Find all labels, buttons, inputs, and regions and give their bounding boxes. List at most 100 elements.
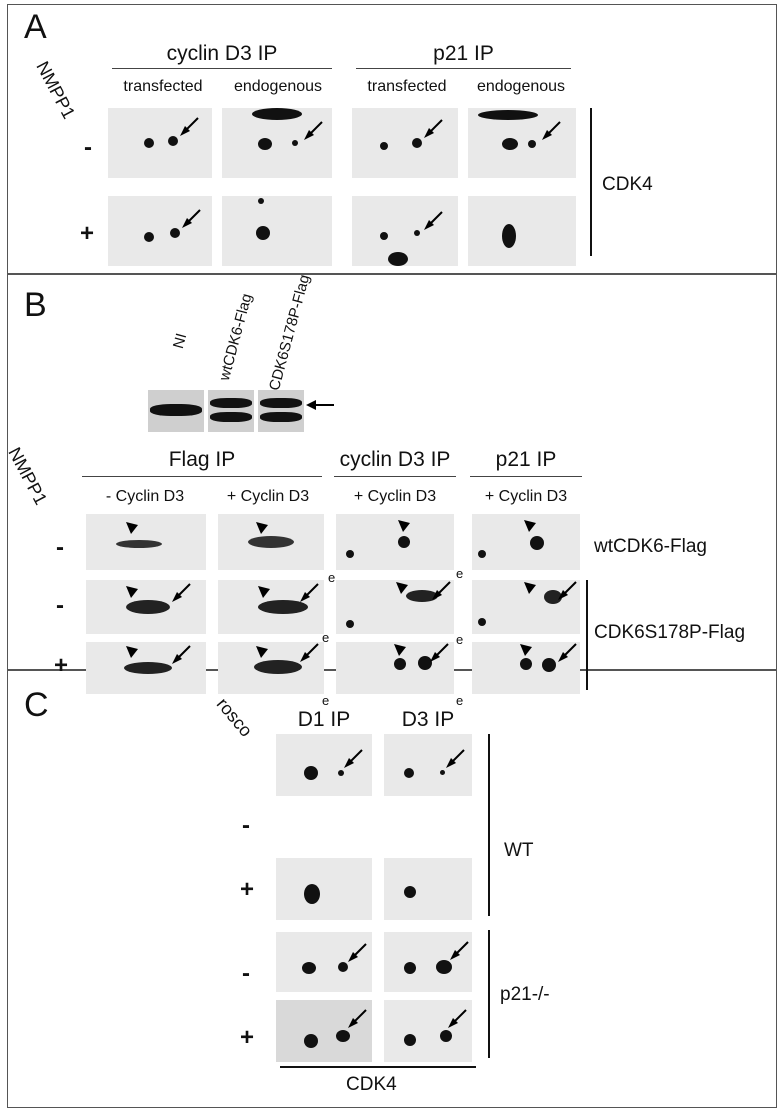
panel-c-group-d1: D1 IP <box>297 708 351 731</box>
arrowhead-icon <box>126 646 138 658</box>
arrow-icon <box>542 121 561 140</box>
arrow-icon <box>172 645 191 664</box>
blot-image <box>384 858 472 920</box>
panel-a-col-label: transfected <box>367 78 447 95</box>
panel-a-side-label: CDK4 <box>602 174 653 195</box>
blot-image <box>336 514 454 570</box>
arrow-icon <box>446 749 465 768</box>
arrowhead-icon <box>524 582 536 594</box>
panel-c-bracket <box>488 930 490 1058</box>
western-blot <box>258 390 304 432</box>
blot-image <box>108 108 212 178</box>
arrow-icon <box>348 1009 367 1028</box>
panel-b-group-p21: p21 IP <box>495 448 557 471</box>
blot-image <box>384 932 472 992</box>
e-marker: e <box>456 566 464 581</box>
panel-a-group-cyclin-d3: cyclin D3 IP <box>166 42 278 65</box>
blot-image <box>276 858 372 920</box>
panel-c-side-label: WT <box>504 840 534 861</box>
western-blot <box>208 390 254 432</box>
panel-a-row-sign: + <box>80 220 95 247</box>
panel-a-letter: A <box>24 8 47 46</box>
panel-a-bracket <box>590 108 592 256</box>
western-blot <box>148 390 204 432</box>
panel-c-row-sign: + <box>240 1024 255 1051</box>
panel-c-bottom-underline <box>280 1066 476 1068</box>
panel-b-col-label: + Cyclin D3 <box>484 488 568 505</box>
arrow-icon <box>432 581 451 600</box>
blot-image <box>384 1000 472 1062</box>
blot-image <box>86 580 206 634</box>
panel-b-group-underline <box>82 476 322 477</box>
panel-a-row-sign: - <box>84 134 92 161</box>
arrow-icon <box>300 643 319 662</box>
blot-image <box>276 734 372 796</box>
arrow-icon <box>182 209 201 228</box>
blot-image <box>222 196 332 266</box>
blot-image <box>218 642 324 694</box>
panel-b-group-underline <box>470 476 582 477</box>
blot-image <box>218 514 324 570</box>
e-marker: e <box>456 632 464 647</box>
panel-a-group-underline <box>356 68 571 69</box>
panel-c-letter: C <box>24 686 49 724</box>
arrow-icon <box>430 643 449 662</box>
panel-b-row-sign: + <box>54 652 69 679</box>
blot-image <box>472 642 580 694</box>
arrow-icon <box>558 581 577 600</box>
panel-a-group-underline <box>112 68 332 69</box>
arrowhead-icon <box>398 520 410 532</box>
arrow-icon <box>348 943 367 962</box>
e-marker: e <box>322 630 330 645</box>
arrowhead-icon <box>256 646 268 658</box>
arrowhead-icon <box>394 644 406 656</box>
arrow-icon <box>306 400 334 410</box>
arrow-icon <box>450 941 469 960</box>
arrow-icon <box>304 121 323 140</box>
blot-image <box>86 514 206 570</box>
blot-image <box>276 932 372 992</box>
panel-a-col-label: endogenous <box>233 78 323 95</box>
panel-a-col-label: transfected <box>123 78 203 95</box>
panel-b-bracket <box>586 580 588 690</box>
arrow-icon <box>424 211 443 230</box>
arrow-icon <box>424 119 443 138</box>
panel-b-letter: B <box>24 286 47 324</box>
panel-c-side-label: p21-/- <box>500 984 550 1005</box>
panel-b-col-label: + Cyclin D3 <box>226 488 310 505</box>
e-marker: e <box>322 693 330 708</box>
panel-b-row-sign: - <box>56 592 64 619</box>
blot-image <box>336 642 454 694</box>
panel-c-bracket <box>488 734 490 916</box>
panel-c-bottom-label: CDK4 <box>346 1074 397 1095</box>
blot-image <box>384 734 472 796</box>
arrow-icon <box>180 117 199 136</box>
blot-image <box>222 108 332 178</box>
blot-image <box>468 108 576 178</box>
arrowhead-icon <box>256 522 268 534</box>
panel-a-group-p21: p21 IP <box>433 42 494 65</box>
blot-image <box>218 580 324 634</box>
blot-image <box>352 196 458 266</box>
panel-c-row-sign: + <box>240 876 255 903</box>
arrow-icon <box>344 749 363 768</box>
e-marker: e <box>328 570 336 585</box>
arrow-icon <box>300 583 319 602</box>
blot-image <box>336 580 454 634</box>
panel-b-side-label: wtCDK6-Flag <box>594 536 707 557</box>
arrowhead-icon <box>126 586 138 598</box>
blot-image <box>468 196 576 266</box>
panel-b-group-cyclin-d3: cyclin D3 IP <box>339 448 451 471</box>
panel-b-col-label: + Cyclin D3 <box>353 488 437 505</box>
panel-b-group-underline <box>334 476 456 477</box>
arrowhead-icon <box>520 644 532 656</box>
blot-image <box>472 514 580 570</box>
blot-image <box>472 580 580 634</box>
arrowhead-icon <box>126 522 138 534</box>
blot-image <box>352 108 458 178</box>
panel-a-frame <box>7 4 777 274</box>
blot-image <box>86 642 206 694</box>
panel-b-row-sign: - <box>56 534 64 561</box>
arrow-icon <box>172 583 191 602</box>
e-marker: e <box>456 693 464 708</box>
